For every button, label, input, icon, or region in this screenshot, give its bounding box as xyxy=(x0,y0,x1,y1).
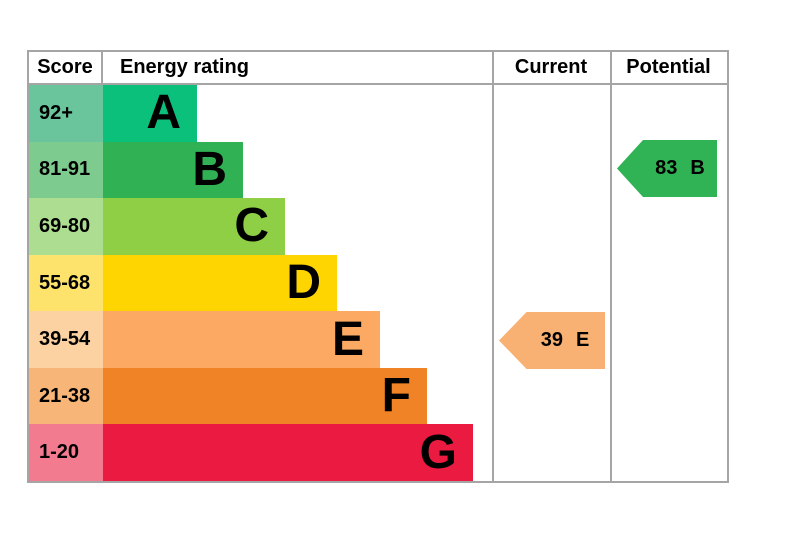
rating-bar-a: A xyxy=(103,85,197,142)
header-current: Current xyxy=(514,56,588,78)
score-range-g: 1-20 xyxy=(29,424,103,482)
rating-bar-f: F xyxy=(103,367,427,425)
band-letter-c: C xyxy=(234,199,269,253)
score-range-a: 92+ xyxy=(29,85,103,142)
band-row-d: 55-68 D xyxy=(29,254,727,312)
header-score: Score xyxy=(29,52,103,83)
band-row-g: 1-20 G xyxy=(29,424,727,482)
band-row-a: 92+ A xyxy=(29,85,727,142)
potential-column-divider xyxy=(610,52,612,481)
table-header: Score Energy rating Current Potential xyxy=(29,52,727,85)
band-rows: 92+ A 81-91 B 69-80 C 55-68 D 39-54 E 21… xyxy=(29,85,727,482)
band-row-c: 69-80 C xyxy=(29,198,727,255)
current-score: 39 xyxy=(540,329,563,351)
rating-bar-d: D xyxy=(103,254,337,312)
band-letter-g: G xyxy=(419,425,457,479)
rating-bar-e: E xyxy=(103,311,380,368)
score-range-b: 81-91 xyxy=(29,141,103,199)
rating-bar-b: B xyxy=(103,141,243,199)
band-letter-b: B xyxy=(192,142,227,196)
current-band-letter: E xyxy=(575,329,590,351)
score-range-f: 21-38 xyxy=(29,367,103,425)
score-range-e: 39-54 xyxy=(29,311,103,368)
potential-score: 83 xyxy=(655,157,678,179)
score-range-c: 69-80 xyxy=(29,198,103,255)
rating-bar-c: C xyxy=(103,198,285,255)
band-letter-e: E xyxy=(331,312,364,366)
band-letter-f: F xyxy=(381,369,411,423)
rating-table: Score Energy rating Current Potential 92… xyxy=(27,50,729,483)
band-row-f: 21-38 F xyxy=(29,367,727,425)
band-row-e: 39-54 E xyxy=(29,311,727,368)
band-letter-a: A xyxy=(146,86,181,140)
header-potential: Potential xyxy=(626,56,711,78)
potential-band-letter: B xyxy=(690,157,705,179)
current-column-divider xyxy=(492,52,494,481)
band-row-b: 81-91 B xyxy=(29,141,727,199)
score-range-d: 55-68 xyxy=(29,254,103,312)
rating-bar-g: G xyxy=(103,424,473,482)
band-letter-d: D xyxy=(286,256,321,310)
header-energy-rating: Energy rating xyxy=(120,56,249,78)
